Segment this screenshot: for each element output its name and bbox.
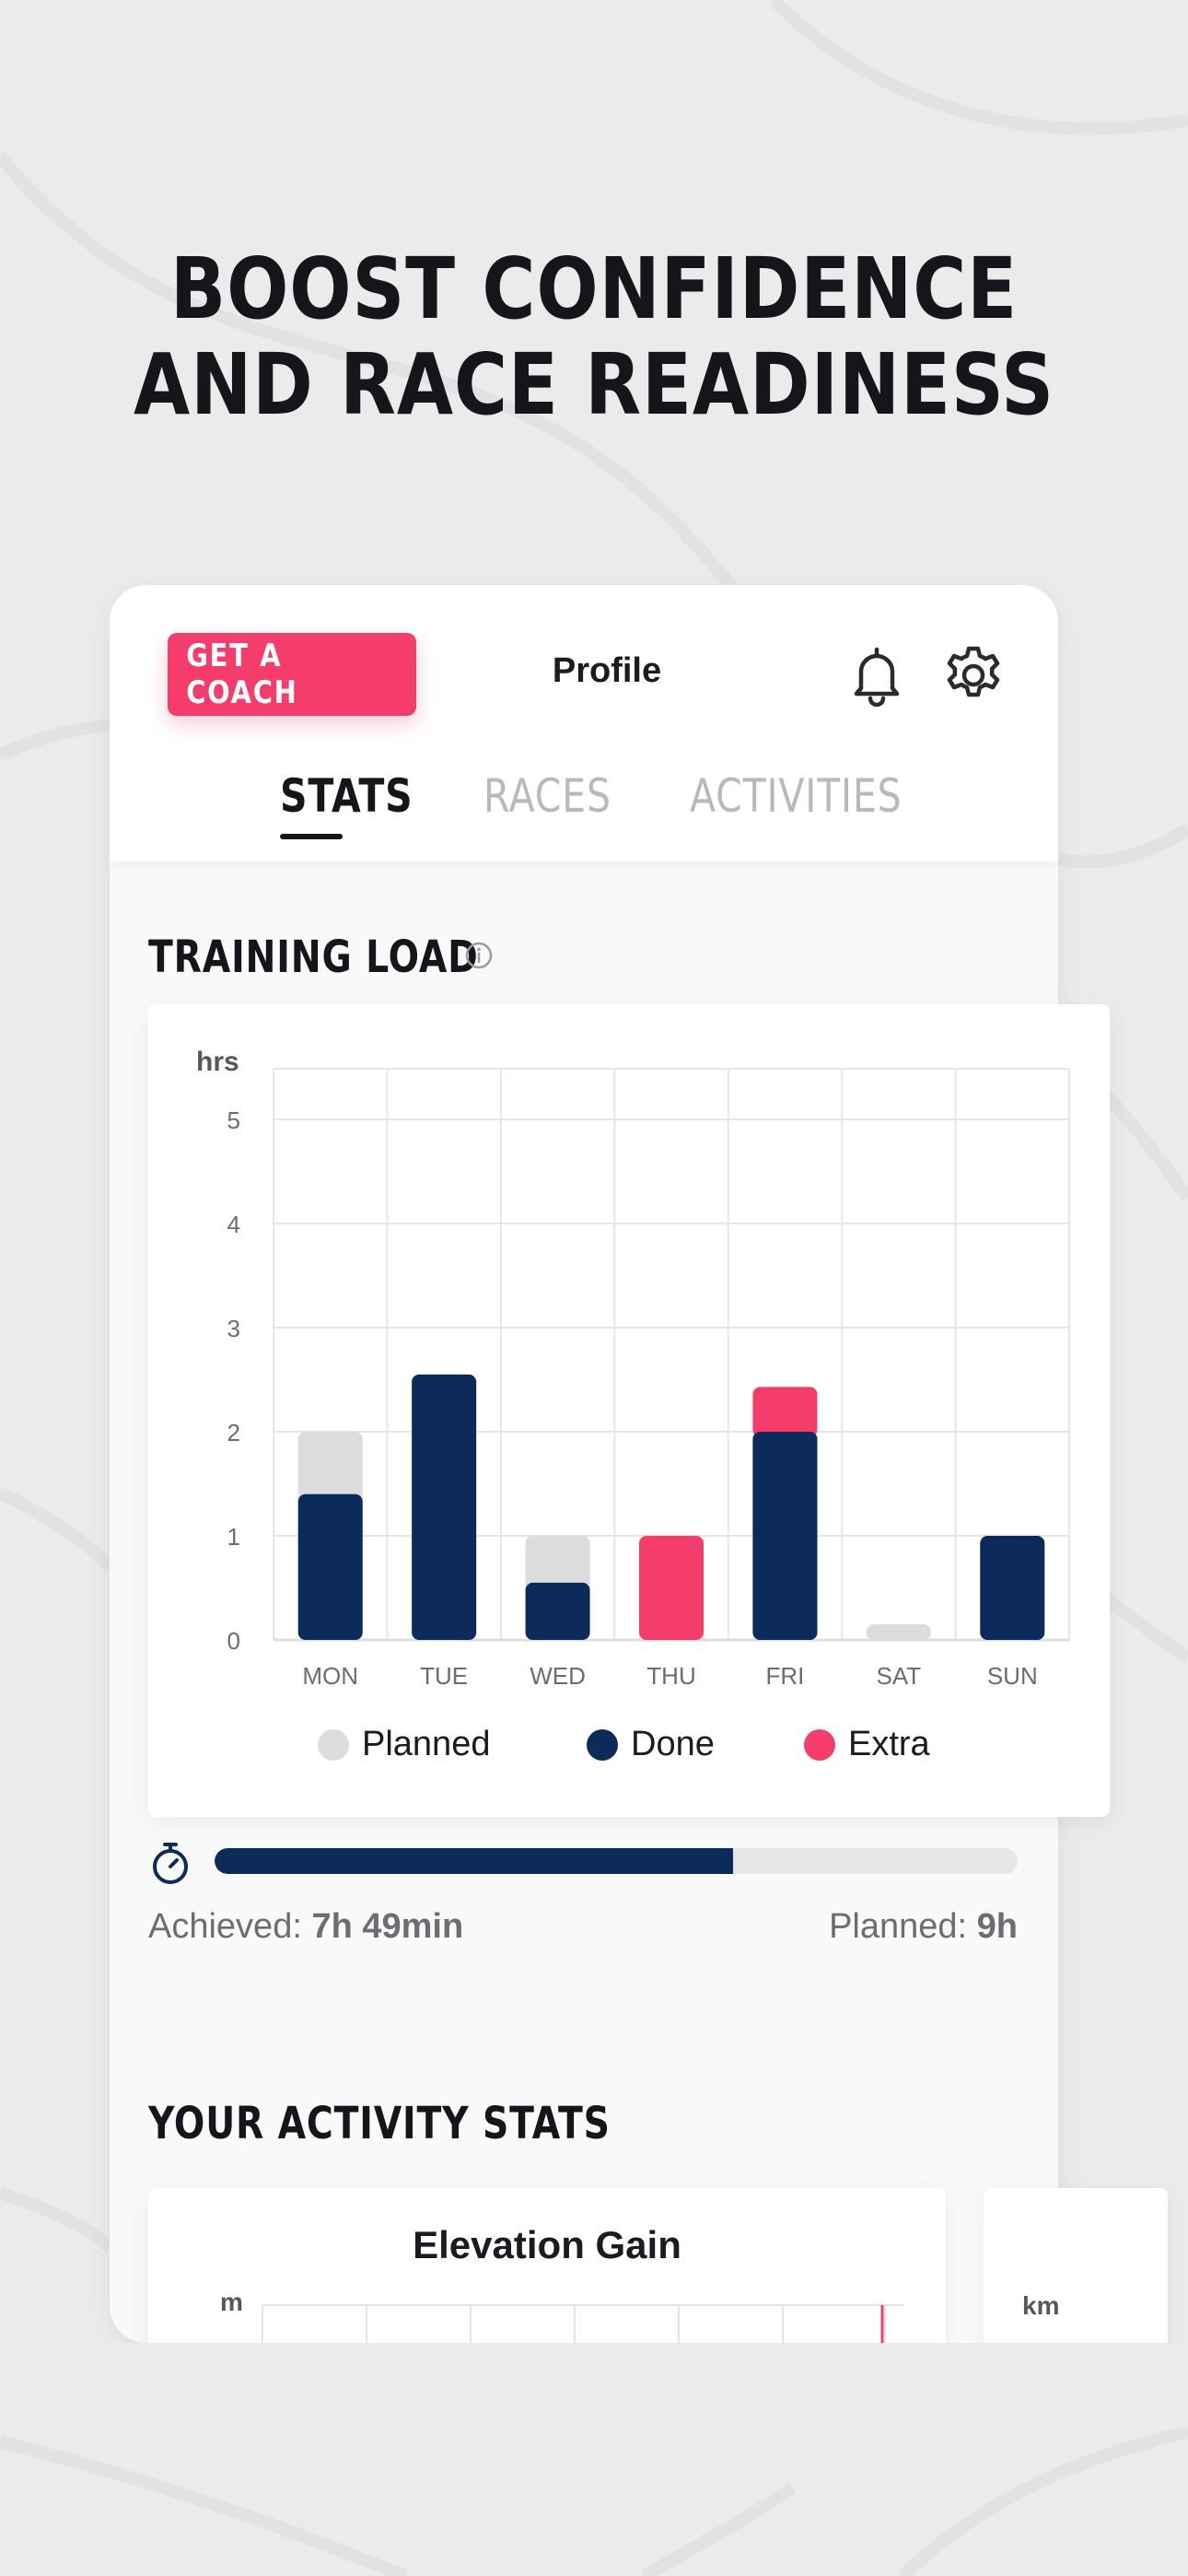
get-a-coach-label: GET A COACH <box>186 638 298 711</box>
page-title: Profile <box>552 651 662 690</box>
legend-item-extra: Extra <box>804 1725 930 1764</box>
x-tick-label-mon: MON <box>302 1662 358 1690</box>
x-tick-label-wed: WED <box>530 1662 586 1690</box>
y-tick-label: 4 <box>227 1211 240 1238</box>
bar-done-tue <box>412 1374 477 1640</box>
background-curves-bottom <box>0 2426 1188 2576</box>
bar-done-mon <box>297 1493 363 1640</box>
y-axis-label: hrs <box>196 1047 239 1077</box>
training-load-chart: hrs 0 1 2 3 4 5 MON TUE WED THU FRI SAT SUN Planned … <box>148 1004 1110 1817</box>
next-card-unit: km <box>1022 2291 1060 2320</box>
y-tick-label: 1 <box>227 1523 240 1551</box>
get-a-coach-button[interactable]: GET A COACH <box>168 633 416 716</box>
tab-races-label: RACES <box>483 769 611 823</box>
bar-done-sun <box>980 1536 1045 1640</box>
achieved-value: 7h 49min <box>311 1907 464 1946</box>
y-tick-label: 5 <box>227 1107 240 1134</box>
active-tab-indicator <box>280 834 343 839</box>
profile-tabs: STATS RACES ACTIVITIES <box>110 769 1058 843</box>
training-load-title: TRAINING LOAD <box>148 931 551 983</box>
y-tick-label: 3 <box>227 1315 240 1342</box>
x-tick-label-sat: SAT <box>877 1662 922 1690</box>
legend-item-done: Done <box>587 1725 715 1764</box>
headline: BOOST CONFIDENCE AND RACE READINESS <box>83 241 1104 433</box>
planned-value: 9h <box>976 1907 1018 1946</box>
tab-activities[interactable]: ACTIVITIES <box>690 769 949 823</box>
gear-icon[interactable] <box>942 644 1005 707</box>
headline-line-2: AND RACE READINESS <box>134 335 1054 434</box>
x-tick-label-thu: THU <box>646 1662 695 1690</box>
bell-icon[interactable] <box>846 644 907 707</box>
profile-header: GET A COACH Profile STATS RACES ACTIVITI… <box>110 585 1058 861</box>
x-tick-label-tue: TUE <box>420 1662 468 1690</box>
activity-stats-title-text: YOUR ACTIVITY STATS <box>148 2098 611 2149</box>
card-bottom-mask <box>0 2343 1188 2576</box>
bar-extra-thu <box>639 1536 704 1640</box>
training-load-chart-svg: hrs 0 1 2 3 4 5 MON TUE WED THU FRI SAT SUN <box>196 1047 1070 1690</box>
legend-label-extra: Extra <box>848 1725 930 1763</box>
legend-dot-extra <box>804 1728 835 1761</box>
achieved-summary: Achieved: 7h 49min <box>148 1907 463 1947</box>
info-icon[interactable] <box>464 941 494 970</box>
achieved-label: Achieved: <box>148 1907 302 1946</box>
y-tick-label: 2 <box>227 1419 240 1446</box>
planned-summary: Planned: 9h <box>829 1907 1018 1947</box>
tab-races[interactable]: RACES <box>483 769 639 823</box>
y-tick-label: 0 <box>227 1627 240 1655</box>
bar-done-overlay-fri <box>752 1432 818 1640</box>
activity-stats-title: YOUR ACTIVITY STATS <box>148 2098 712 2149</box>
headline-line-1: BOOST CONFIDENCE <box>169 240 1019 338</box>
tab-stats-label: STATS <box>280 769 413 823</box>
legend-dot-done <box>587 1728 618 1761</box>
x-tick-label-fri: FRI <box>765 1662 804 1690</box>
training-progress-fill <box>215 1848 734 1874</box>
legend-label-done: Done <box>631 1725 715 1763</box>
tab-activities-label: ACTIVITIES <box>690 769 903 823</box>
planned-label: Planned: <box>829 1907 968 1946</box>
chart-legend: Planned Done Extra <box>148 1725 1110 1771</box>
bar-done-wed <box>525 1582 590 1640</box>
stopwatch-icon <box>153 1843 188 1884</box>
x-tick-label-sun: SUN <box>987 1662 1038 1690</box>
tab-stats[interactable]: STATS <box>280 769 442 823</box>
elevation-unit: m <box>220 2288 243 2316</box>
legend-item-planned: Planned <box>318 1725 490 1764</box>
elevation-gain-title: Elevation Gain <box>413 2223 681 2266</box>
bar-planned-sat <box>866 1624 931 1640</box>
legend-dot-planned <box>318 1728 349 1761</box>
bar-extra-fri <box>752 1387 818 1437</box>
training-load-title-text: TRAINING LOAD <box>148 931 479 983</box>
legend-label-planned: Planned <box>362 1725 491 1763</box>
training-progress-bar <box>215 1848 1018 1874</box>
